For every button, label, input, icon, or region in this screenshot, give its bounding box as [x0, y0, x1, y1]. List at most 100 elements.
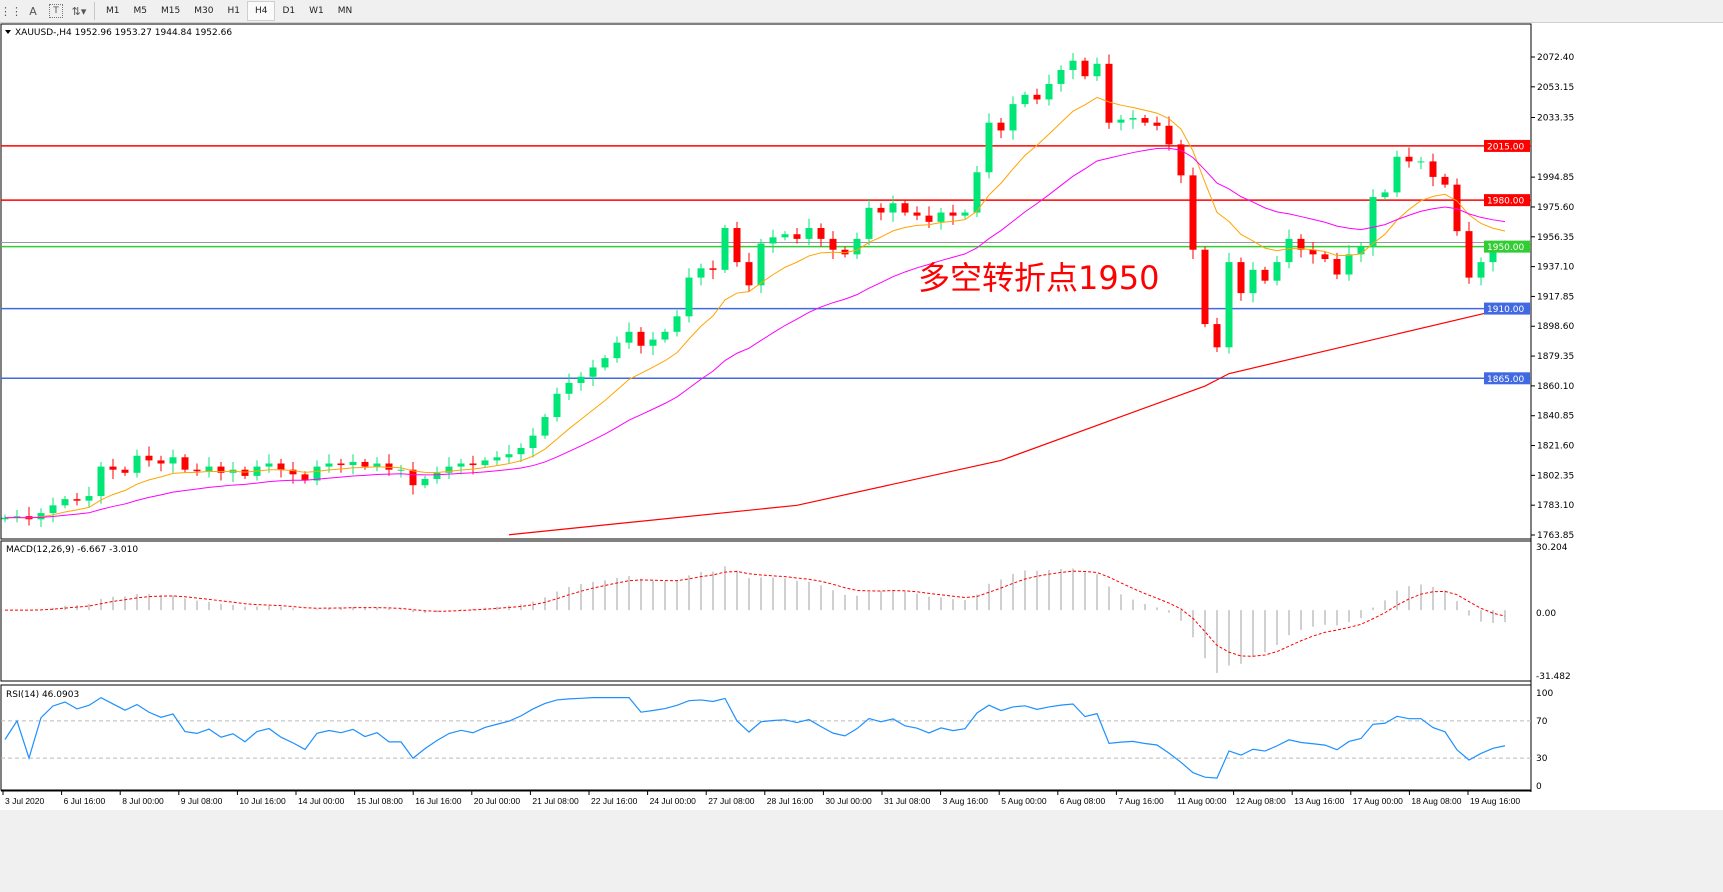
candle-body[interactable]: [517, 448, 525, 455]
candle-body[interactable]: [1453, 184, 1461, 232]
candle-body[interactable]: [685, 277, 693, 317]
candle-body[interactable]: [853, 238, 861, 255]
candle-body[interactable]: [289, 469, 297, 475]
candle-body[interactable]: [325, 463, 333, 467]
candle-body[interactable]: [385, 463, 393, 470]
candle-body[interactable]: [793, 234, 801, 239]
candle-body[interactable]: [1465, 231, 1473, 278]
candle-body[interactable]: [841, 249, 849, 255]
candle-body[interactable]: [169, 457, 177, 464]
collapse-triangle-icon[interactable]: [5, 30, 11, 34]
candle-body[interactable]: [757, 243, 765, 286]
candle-body[interactable]: [673, 316, 681, 332]
candle-body[interactable]: [493, 457, 501, 461]
candle-body[interactable]: [1417, 161, 1425, 163]
candle-body[interactable]: [1105, 63, 1113, 123]
candle-body[interactable]: [997, 122, 1005, 131]
timeframe-m30[interactable]: M30: [194, 6, 214, 16]
candle-body[interactable]: [145, 455, 153, 461]
arrows-icon[interactable]: ⇅▾: [71, 4, 87, 18]
candle-body[interactable]: [925, 215, 933, 222]
candle-body[interactable]: [1393, 156, 1401, 193]
candle-body[interactable]: [469, 463, 477, 466]
timeframe-d1[interactable]: D1: [282, 6, 296, 16]
timeframe-mn[interactable]: MN: [337, 6, 353, 16]
candle-body[interactable]: [1129, 118, 1137, 120]
candle-body[interactable]: [85, 496, 93, 501]
candle-body[interactable]: [433, 472, 441, 479]
candle-body[interactable]: [1345, 254, 1353, 275]
candle-body[interactable]: [1369, 197, 1377, 247]
candle-body[interactable]: [541, 417, 549, 436]
candle-body[interactable]: [313, 466, 321, 481]
text-label-icon[interactable]: T: [49, 4, 63, 18]
candle-body[interactable]: [193, 469, 201, 472]
candle-body[interactable]: [505, 454, 513, 458]
candle-body[interactable]: [157, 460, 165, 464]
timeframe-m1[interactable]: M1: [106, 6, 120, 16]
candle-body[interactable]: [1321, 254, 1329, 260]
candle-body[interactable]: [1213, 324, 1221, 348]
candle-body[interactable]: [1237, 262, 1245, 294]
candle-body[interactable]: [337, 463, 345, 466]
candle-body[interactable]: [1489, 249, 1497, 263]
candle-body[interactable]: [973, 172, 981, 213]
candle-body[interactable]: [181, 457, 189, 470]
candle-body[interactable]: [745, 262, 753, 286]
candle-body[interactable]: [937, 212, 945, 222]
candle-body[interactable]: [1, 517, 9, 520]
candle-body[interactable]: [1297, 238, 1305, 250]
candle-body[interactable]: [1201, 249, 1209, 325]
candle-body[interactable]: [721, 228, 729, 270]
candle-body[interactable]: [1273, 262, 1281, 281]
candle-body[interactable]: [217, 466, 225, 473]
candle-body[interactable]: [637, 331, 645, 346]
candle-body[interactable]: [457, 463, 465, 467]
candle-body[interactable]: [961, 212, 969, 216]
candle-body[interactable]: [613, 342, 621, 359]
candle-body[interactable]: [133, 455, 141, 473]
candle-body[interactable]: [661, 331, 669, 340]
timeframe-h1[interactable]: H1: [227, 6, 240, 16]
candle-body[interactable]: [529, 435, 537, 449]
candle-body[interactable]: [577, 376, 585, 383]
timeframe-h4[interactable]: H4: [246, 1, 276, 21]
candle-body[interactable]: [1069, 60, 1077, 71]
candle-body[interactable]: [1033, 94, 1041, 100]
candle-body[interactable]: [73, 499, 81, 501]
candle-body[interactable]: [733, 228, 741, 263]
candle-body[interactable]: [949, 212, 957, 216]
candle-body[interactable]: [61, 499, 69, 506]
candle-body[interactable]: [589, 367, 597, 377]
candle-body[interactable]: [1165, 125, 1173, 145]
candle-body[interactable]: [121, 469, 129, 473]
candle-body[interactable]: [109, 466, 117, 470]
candle-body[interactable]: [1153, 122, 1161, 126]
candle-body[interactable]: [1309, 249, 1317, 255]
candle-body[interactable]: [1141, 118, 1149, 123]
candle-body[interactable]: [1381, 192, 1389, 198]
candle-body[interactable]: [1441, 176, 1449, 185]
candle-body[interactable]: [49, 505, 57, 514]
candle-body[interactable]: [697, 268, 705, 278]
candle-body[interactable]: [553, 393, 561, 418]
candle-body[interactable]: [985, 122, 993, 173]
candle-body[interactable]: [1093, 63, 1101, 77]
candle-body[interactable]: [301, 474, 309, 481]
candle-body[interactable]: [901, 203, 909, 213]
candle-body[interactable]: [889, 203, 897, 213]
candle-body[interactable]: [817, 228, 825, 239]
candle-body[interactable]: [1429, 161, 1437, 177]
candle-body[interactable]: [1261, 269, 1269, 281]
candle-body[interactable]: [361, 461, 369, 467]
candle-body[interactable]: [277, 463, 285, 470]
candle-body[interactable]: [829, 238, 837, 250]
candle-body[interactable]: [37, 513, 45, 520]
candle-body[interactable]: [97, 466, 105, 497]
candle-body[interactable]: [649, 339, 657, 346]
fibonacci-icon[interactable]: ⋮⋮: [0, 4, 22, 18]
text-icon[interactable]: A: [29, 4, 37, 18]
candle-body[interactable]: [913, 212, 921, 216]
candle-body[interactable]: [1021, 94, 1029, 105]
